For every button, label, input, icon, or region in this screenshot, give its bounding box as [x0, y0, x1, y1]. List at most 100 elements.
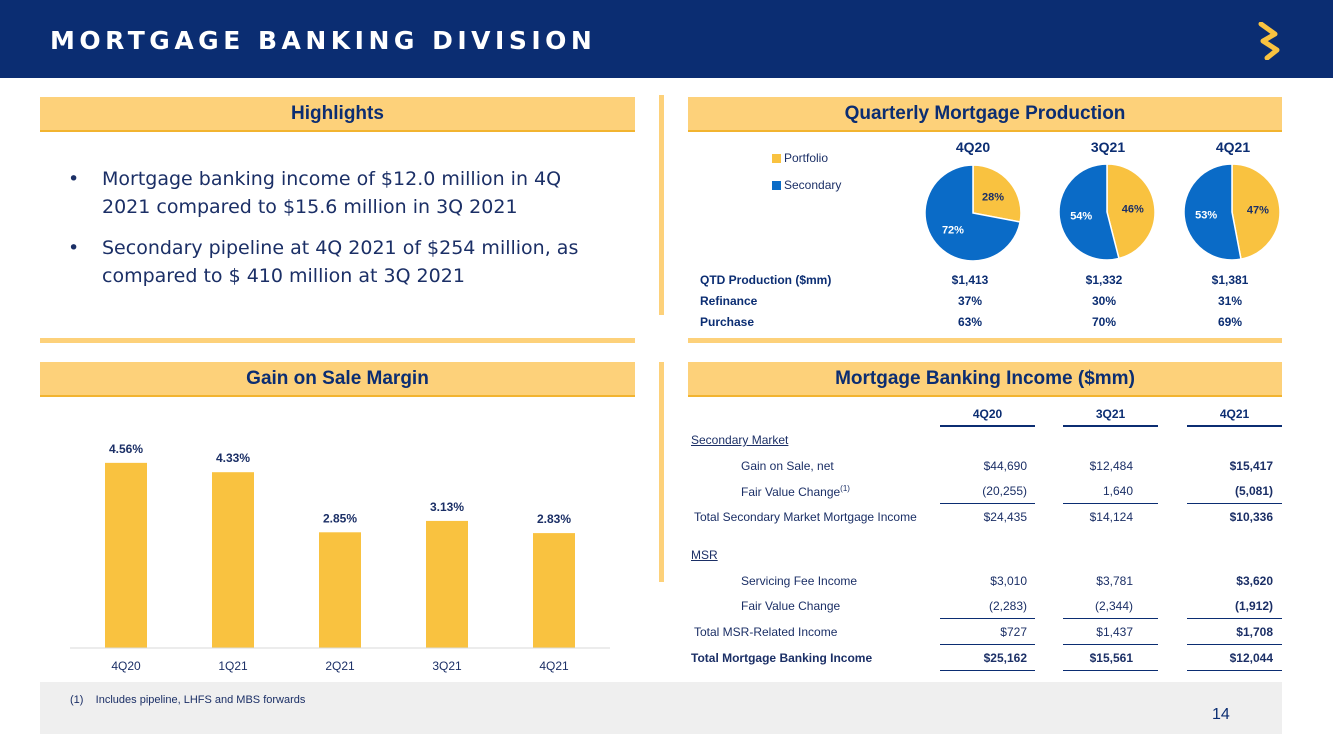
row-value: $1,381	[1211, 273, 1249, 287]
income-row-msr-fair-value: Fair Value Change (2,283) (2,344) (1,912…	[691, 599, 1291, 617]
income-header: Mortgage Banking Income ($mm)	[688, 362, 1282, 397]
row-value: $1,437	[1096, 625, 1133, 639]
production-row: Refinance 37% 30% 31%	[700, 294, 1280, 310]
pie-slice-secondary	[1183, 163, 1242, 261]
row-value: $1,708	[1236, 625, 1273, 639]
row-value: $3,010	[990, 574, 1027, 588]
pie-slice-portfolio	[1106, 163, 1156, 260]
row-value: $24,435	[983, 510, 1027, 524]
row-value: $10,336	[1229, 510, 1273, 524]
x-tick-label: 4Q20	[111, 659, 141, 673]
bank-logo-icon	[1258, 22, 1280, 60]
x-tick-label: 2Q21	[325, 659, 355, 673]
total-underline	[1063, 670, 1158, 671]
pie-chart-3q21: 46% 54%	[1058, 163, 1156, 261]
sum-underline	[940, 503, 1035, 504]
sum-underline	[1187, 503, 1282, 504]
page-number: 14	[1212, 706, 1230, 723]
bar-data-label: 3.13%	[430, 500, 464, 514]
income-row-fair-value-change: Fair Value Change(1) (20,255) 1,640 (5,0…	[691, 484, 1291, 502]
total-underline	[940, 670, 1035, 671]
row-label: Fair Value Change	[741, 599, 841, 613]
section-divider	[40, 338, 635, 343]
sum-underline	[940, 618, 1035, 619]
row-value: $1,413	[951, 273, 989, 287]
row-value: $14,124	[1089, 510, 1133, 524]
column-header: 4Q20	[972, 407, 1003, 421]
footnote: (1) Includes pipeline, LHFS and MBS forw…	[70, 694, 306, 706]
header-bar: MORTGAGE BANKING DIVISION	[0, 0, 1333, 78]
header-underline	[940, 425, 1035, 427]
production-header: Quarterly Mortgage Production	[688, 97, 1282, 132]
highlight-bullet: Mortgage banking income of $12.0 million…	[68, 165, 608, 221]
row-label: Total Secondary Market Mortgage Income	[694, 510, 917, 524]
sum-underline	[1187, 618, 1282, 619]
pie-slice-secondary	[1058, 163, 1120, 261]
row-value: (2,344)	[1094, 599, 1133, 613]
row-value: 37%	[957, 294, 983, 308]
vertical-divider	[659, 95, 664, 315]
row-value: (2,283)	[988, 599, 1027, 613]
income-row-total-secondary: Total Secondary Market Mortgage Income $…	[691, 510, 1291, 528]
page-title: MORTGAGE BANKING DIVISION	[50, 26, 597, 55]
row-value: $727	[1000, 625, 1027, 639]
pie-label-secondary: 72%	[942, 225, 964, 237]
row-label: QTD Production ($mm)	[700, 273, 832, 287]
header-underline	[1187, 425, 1282, 427]
row-value: $3,620	[1236, 574, 1273, 588]
pie-label-portfolio: 47%	[1247, 205, 1269, 217]
gain-on-sale-header: Gain on Sale Margin	[40, 362, 635, 397]
x-tick-label: 4Q21	[539, 659, 569, 673]
row-value: 30%	[1091, 294, 1117, 308]
vertical-divider	[659, 362, 664, 582]
row-value: 1,640	[1102, 484, 1133, 498]
pie-slice-portfolio	[972, 164, 1022, 223]
bar-data-label: 2.83%	[537, 512, 571, 526]
production-row: QTD Production ($mm) $1,413 $1,332 $1,38…	[700, 273, 1280, 289]
row-value: (5,081)	[1234, 484, 1273, 498]
pie-title: 3Q21	[1090, 139, 1126, 155]
sum-underline	[940, 644, 1035, 645]
sum-underline	[1187, 644, 1282, 645]
sum-underline	[1063, 644, 1158, 645]
row-label-text: Fair Value Change	[741, 485, 841, 499]
income-row-total: Total Mortgage Banking Income $25,162 $1…	[691, 651, 1291, 669]
row-value: 70%	[1091, 315, 1117, 329]
row-value: (1,912)	[1234, 599, 1273, 613]
x-tick-label: 3Q21	[432, 659, 462, 673]
footnote-marker: (1)	[840, 484, 850, 493]
footnote-area	[40, 682, 1282, 734]
pie-slice-secondary	[924, 164, 1022, 262]
income-row-gain-on-sale: Gain on Sale, net $44,690 $12,484 $15,41…	[691, 459, 1291, 477]
pie-label-portfolio: 28%	[982, 191, 1004, 203]
pie-title: 4Q21	[1215, 139, 1251, 155]
row-value: 69%	[1217, 315, 1243, 329]
row-value: $44,690	[983, 459, 1027, 473]
row-value: $15,561	[1089, 651, 1133, 665]
legend-label: Portfolio	[784, 151, 829, 165]
pie-label-secondary: 53%	[1195, 209, 1217, 221]
row-value: 31%	[1217, 294, 1243, 308]
legend-portfolio: Portfolio	[772, 151, 828, 165]
row-value: $15,417	[1229, 459, 1273, 473]
section-divider	[688, 338, 1282, 343]
highlights-list: Mortgage banking income of $12.0 million…	[68, 165, 608, 303]
pie-title: 4Q20	[955, 139, 991, 155]
highlights-header: Highlights	[40, 97, 635, 132]
sum-underline	[1063, 618, 1158, 619]
msr-label: MSR	[691, 548, 718, 562]
row-value: $12,044	[1229, 651, 1273, 665]
bar	[105, 462, 147, 648]
row-value: (20,255)	[982, 484, 1027, 498]
secondary-market-label: Secondary Market	[691, 433, 789, 447]
pie-slice-portfolio	[1231, 163, 1281, 261]
bar-data-label: 2.85%	[323, 511, 357, 525]
row-value: $25,162	[983, 651, 1027, 665]
row-value: $3,781	[1096, 574, 1133, 588]
row-label: Refinance	[700, 294, 758, 308]
income-row-total-msr: Total MSR-Related Income $727 $1,437 $1,…	[691, 625, 1291, 643]
bar-data-label: 4.33%	[216, 451, 250, 465]
pie-label-secondary: 54%	[1070, 210, 1092, 222]
bar	[426, 520, 468, 648]
bar	[212, 472, 254, 648]
